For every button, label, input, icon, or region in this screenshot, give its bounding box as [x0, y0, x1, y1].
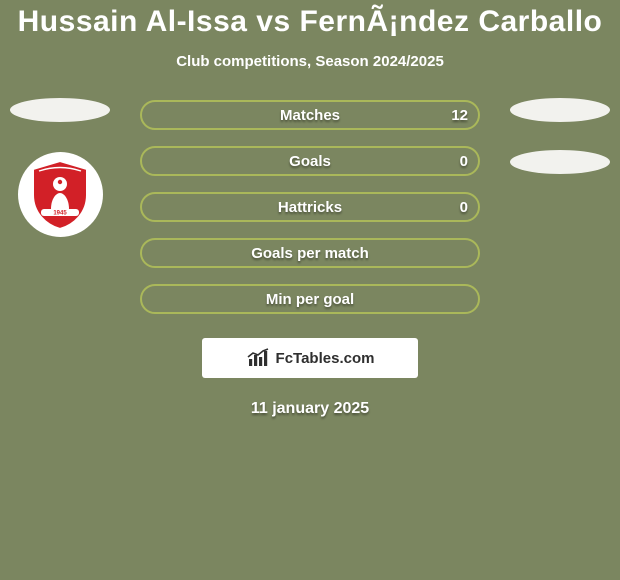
stat-label: Matches	[280, 107, 340, 124]
stat-row-hattricks: Hattricks 0	[140, 192, 480, 222]
stat-row-goals: Goals 0	[140, 146, 480, 176]
svg-text:1945: 1945	[53, 210, 67, 216]
shield-icon: 1945	[29, 159, 91, 231]
page-title: Hussain Al-Issa vs FernÃ¡ndez Carballo	[0, 5, 620, 39]
player-right-team-placeholder	[510, 150, 610, 174]
stat-row-matches: Matches 12	[140, 100, 480, 130]
page-subtitle: Club competitions, Season 2024/2025	[0, 53, 620, 70]
content-area: 1945 Matches 12 Goals 0 Hattricks	[0, 100, 620, 418]
chart-icon	[246, 347, 272, 369]
branding-box[interactable]: FcTables.com	[202, 338, 418, 378]
stat-right-value: 12	[451, 107, 468, 124]
stat-label: Hattricks	[278, 199, 342, 216]
stat-right-value: 0	[460, 199, 468, 216]
player-left-name-placeholder	[10, 98, 110, 122]
date-label: 11 january 2025	[0, 400, 620, 418]
stat-label: Goals	[289, 153, 331, 170]
player-left-column: 1945	[5, 98, 115, 237]
player-right-name-placeholder	[510, 98, 610, 122]
stat-row-min-per-goal: Min per goal	[140, 284, 480, 314]
stat-right-value: 0	[460, 153, 468, 170]
player-left-team-badge: 1945	[18, 152, 103, 237]
player-right-column	[505, 98, 615, 174]
stat-row-goals-per-match: Goals per match	[140, 238, 480, 268]
branding-text: FcTables.com	[276, 350, 375, 367]
stats-list: Matches 12 Goals 0 Hattricks 0 Goals per…	[140, 100, 480, 314]
comparison-card: Hussain Al-Issa vs FernÃ¡ndez Carballo C…	[0, 0, 620, 418]
stat-label: Goals per match	[251, 245, 369, 262]
stat-label: Min per goal	[266, 291, 354, 308]
